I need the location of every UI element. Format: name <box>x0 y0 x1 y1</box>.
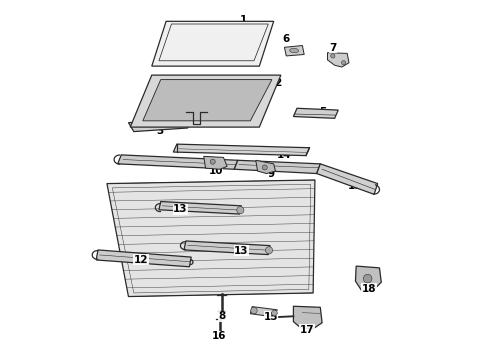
Text: 10: 10 <box>208 166 223 176</box>
Polygon shape <box>96 250 191 267</box>
Text: 13: 13 <box>234 246 248 256</box>
Polygon shape <box>285 45 304 56</box>
Polygon shape <box>327 53 349 67</box>
Polygon shape <box>159 202 242 214</box>
Polygon shape <box>250 307 277 317</box>
Circle shape <box>342 60 346 65</box>
Text: 8: 8 <box>219 311 226 321</box>
Text: 18: 18 <box>362 284 376 294</box>
Text: 14: 14 <box>277 150 292 160</box>
Circle shape <box>237 207 244 214</box>
Polygon shape <box>294 108 338 118</box>
Text: 7: 7 <box>329 43 337 53</box>
Polygon shape <box>294 306 322 329</box>
Text: 9: 9 <box>267 168 274 179</box>
Polygon shape <box>234 160 320 174</box>
Polygon shape <box>173 144 310 156</box>
Text: 13: 13 <box>173 204 188 215</box>
Circle shape <box>210 159 215 164</box>
Circle shape <box>266 247 272 254</box>
Text: 2: 2 <box>273 78 281 88</box>
Polygon shape <box>143 80 272 121</box>
Ellipse shape <box>290 48 298 53</box>
Polygon shape <box>118 155 238 169</box>
Text: 5: 5 <box>319 107 327 117</box>
Text: 15: 15 <box>264 312 279 322</box>
Text: 11: 11 <box>348 181 363 191</box>
Polygon shape <box>107 180 315 297</box>
Text: 16: 16 <box>212 331 226 341</box>
Circle shape <box>251 307 257 314</box>
Text: 17: 17 <box>300 325 315 335</box>
Circle shape <box>364 274 372 283</box>
Polygon shape <box>256 160 275 174</box>
Polygon shape <box>204 156 227 169</box>
Circle shape <box>271 310 277 316</box>
Polygon shape <box>130 75 281 127</box>
Polygon shape <box>355 266 381 291</box>
Polygon shape <box>317 164 378 194</box>
Polygon shape <box>152 21 274 66</box>
Text: 3: 3 <box>156 126 163 136</box>
Circle shape <box>331 54 335 58</box>
Text: 12: 12 <box>134 255 148 265</box>
Text: 4: 4 <box>207 99 215 109</box>
Polygon shape <box>128 119 193 132</box>
Circle shape <box>262 165 267 170</box>
Text: 6: 6 <box>282 34 289 44</box>
Polygon shape <box>184 241 270 255</box>
Text: 1: 1 <box>240 15 247 25</box>
